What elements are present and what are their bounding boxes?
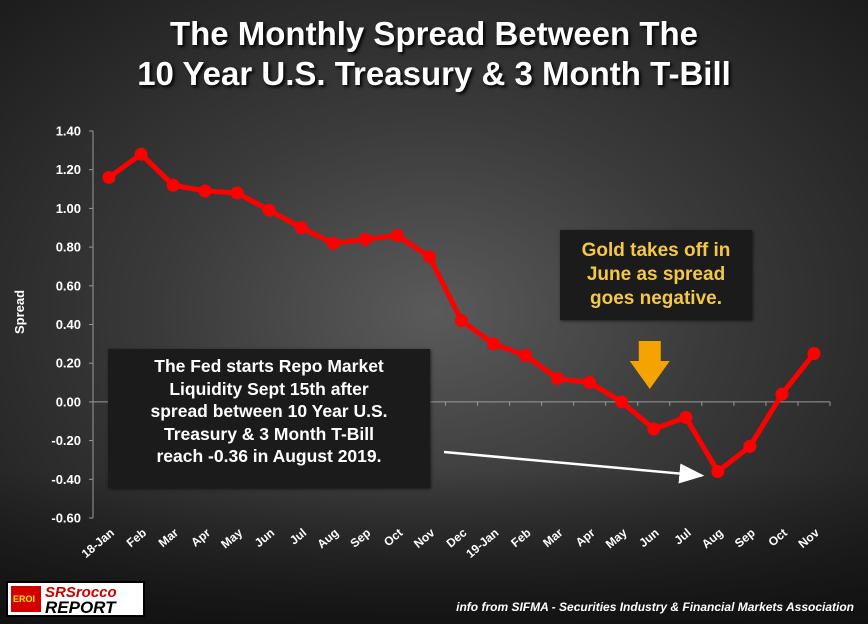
- x-tick-label: Apr: [188, 525, 213, 549]
- chart-title: The Monthly Spread Between The 10 Year U…: [0, 14, 868, 94]
- annotation-gold-line: goes negative.: [590, 288, 722, 309]
- data-point: [615, 395, 629, 409]
- data-point: [743, 439, 757, 453]
- x-tick-label: May: [603, 525, 630, 551]
- logo-icon-text: EROI: [13, 594, 36, 604]
- data-point: [455, 314, 468, 328]
- y-tick-label: 1.40: [56, 124, 81, 139]
- x-tick-label: Feb: [124, 526, 149, 550]
- data-point: [487, 337, 501, 351]
- annotation-gold: Gold takes off in June as spread goes ne…: [560, 230, 752, 320]
- x-tick-label: Oct: [381, 526, 405, 550]
- x-tick-label: Jun: [636, 526, 661, 550]
- data-point: [230, 186, 244, 200]
- data-point: [647, 422, 661, 436]
- y-tick-label: -0.20: [51, 433, 81, 448]
- x-tick-label: Dec: [444, 525, 470, 550]
- x-tick-label: Mar: [156, 525, 182, 550]
- annotation-fed-repo: The Fed starts Repo Market Liquidity Sep…: [108, 349, 430, 488]
- x-tick-label: Apr: [573, 525, 598, 549]
- series-spread: [102, 147, 821, 479]
- x-tick-label: 19-Jan: [463, 526, 501, 561]
- y-tick-label: 1.20: [56, 162, 81, 177]
- annotation-fed-line: Liquidity Sept 15th after: [169, 378, 369, 399]
- data-point: [102, 170, 116, 184]
- title-line-1: The Monthly Spread Between The: [169, 15, 699, 52]
- data-point: [166, 178, 180, 192]
- data-point: [519, 348, 533, 362]
- x-tick-label: Sep: [732, 526, 758, 551]
- data-point: [679, 410, 693, 424]
- data-point: [326, 236, 340, 250]
- title-line-2: 10 Year U.S. Treasury & 3 Month T-Bill: [137, 55, 731, 92]
- x-tick-label: Nov: [411, 525, 438, 551]
- y-tick-label: 0.20: [56, 356, 81, 371]
- x-tick-label: Jul: [671, 526, 693, 548]
- eroi-badge-icon: EROI: [11, 586, 41, 612]
- data-point: [807, 347, 821, 361]
- y-tick-label: 0.00: [56, 394, 81, 409]
- data-point: [583, 376, 597, 390]
- data-point: [390, 228, 404, 242]
- x-tick-label: Nov: [796, 525, 823, 551]
- annotation-fed-line: spread between 10 Year U.S.: [150, 401, 388, 421]
- annotation-arrows: [443, 341, 705, 484]
- y-tick-label: 0.80: [56, 240, 81, 255]
- orange-down-arrow-icon: [629, 341, 670, 389]
- annotation-fed-line: reach -0.36 in August 2019.: [156, 446, 382, 466]
- x-tick-label: Feb: [508, 526, 533, 550]
- annotation-gold-line: June as spread: [586, 264, 726, 285]
- white-annotation-arrow: [443, 450, 705, 484]
- annotation-fed-line: Treasury & 3 Month T-Bill: [163, 423, 375, 444]
- x-tick-label: Oct: [766, 526, 790, 550]
- y-axis: 1.40 1.20 1.00 0.80 0.60 0.40 0.20 0.00 -0.20 -0.…: [51, 124, 94, 526]
- source-note: info from SIFMA - Securities Industry & …: [456, 600, 854, 614]
- logo-bottom-text: REPORT: [45, 598, 116, 617]
- y-tick-label: -0.40: [51, 472, 81, 487]
- y-axis-label: Spread: [12, 290, 27, 334]
- x-tick-label: May: [218, 525, 245, 551]
- logo-top-text: SRSrocco: [45, 584, 117, 601]
- annotation-fed-line: The Fed starts Repo Market: [154, 356, 384, 376]
- x-tick-label: Jul: [287, 526, 309, 548]
- data-point: [198, 184, 212, 198]
- data-point: [294, 221, 308, 235]
- x-tick-label: Aug: [314, 526, 341, 552]
- srsrocco-logo: EROI SRSrocco REPORT: [6, 581, 145, 617]
- x-tick-label: Sep: [347, 526, 373, 551]
- annotation-gold-line: Gold takes off in: [581, 240, 731, 261]
- y-tick-label: 1.00: [56, 201, 81, 216]
- y-tick-label: -0.60: [51, 511, 81, 526]
- y-tick-label: 0.40: [56, 317, 81, 332]
- x-tick-label: Aug: [699, 526, 726, 552]
- x-tick-label: 18-Jan: [79, 526, 117, 561]
- x-tick-label: Jun: [252, 526, 277, 550]
- x-tick-label: Mar: [540, 525, 566, 550]
- y-tick-label: 0.60: [56, 278, 81, 293]
- data-point: [358, 232, 372, 246]
- data-point: [711, 465, 725, 479]
- data-point: [134, 147, 148, 161]
- data-point: [422, 250, 436, 264]
- data-point: [551, 372, 565, 386]
- data-point: [262, 203, 276, 217]
- data-point: [775, 387, 789, 401]
